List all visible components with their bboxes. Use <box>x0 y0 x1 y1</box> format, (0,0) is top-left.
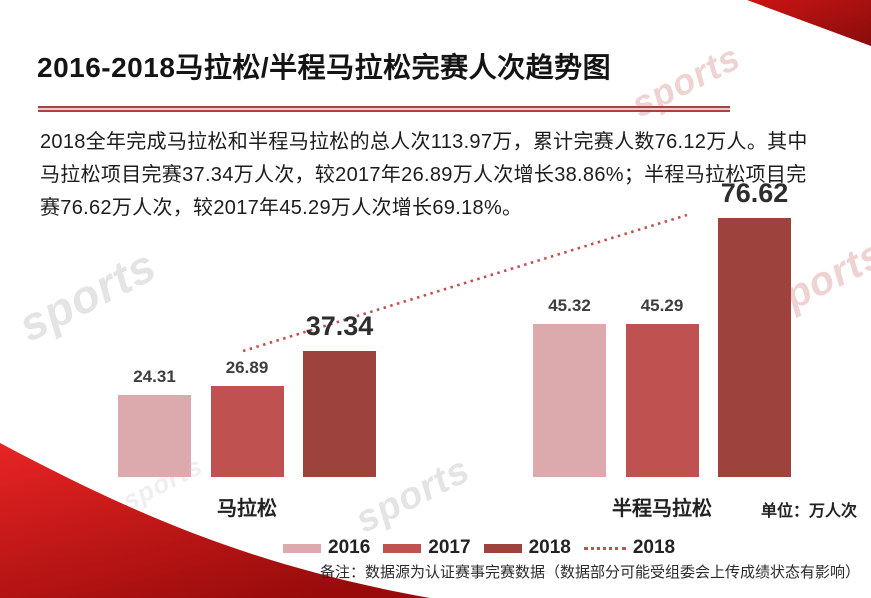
chart-legend: 2016 2017 2018 2018 <box>283 537 675 559</box>
title-divider <box>38 106 730 112</box>
legend-item-2018: 2018 <box>483 537 571 559</box>
bar-value-label: 45.32 <box>548 296 591 315</box>
bar-马拉松-2016 <box>118 395 191 477</box>
summary-line: 赛76.62万人次，较2017年45.29万人次增长69.18%。 <box>40 197 523 219</box>
summary-line: 2018全年完成马拉松和半程马拉松的总人次113.97万，累计完赛人数76.12… <box>40 131 808 153</box>
bar-半程马拉松-2016 <box>533 324 606 477</box>
bar-马拉松-2017 <box>210 386 284 477</box>
legend-swatch-2018 <box>483 543 522 553</box>
footnote: 备注：数据源为认证赛事完赛数据（数据部分可能受组委会上传成绩状态有影响） <box>320 564 861 581</box>
legend-label: 2018 <box>632 537 676 558</box>
legend-swatch-2016 <box>283 543 321 553</box>
page-title: 2016-2018马拉松/半程马拉松完赛人次趋势图 <box>37 52 612 83</box>
bar-value-label: 24.31 <box>133 367 176 386</box>
bar-半程马拉松-2017 <box>625 324 699 477</box>
legend-item-2016: 2016 <box>283 537 370 559</box>
category-label-马拉松: 马拉松 <box>217 498 277 520</box>
summary-line: 马拉松项目完赛37.34万人次，较2017年26.89万人次增长38.86%；半… <box>40 164 807 186</box>
legend-label: 2018 <box>528 537 571 558</box>
bar-马拉松-2018 <box>303 351 376 477</box>
legend-label: 2016 <box>328 537 371 558</box>
legend-item-2017: 2017 <box>383 537 471 559</box>
bar-value-label: 37.34 <box>305 311 374 341</box>
category-label-半程马拉松: 半程马拉松 <box>612 498 712 520</box>
bar-value-label: 45.29 <box>640 296 684 315</box>
bar-半程马拉松-2018 <box>718 218 791 477</box>
legend-item-trend-2018: 2018 <box>583 537 676 559</box>
legend-label: 2017 <box>428 537 471 558</box>
summary-text: 2018全年完成马拉松和半程马拉松的总人次113.97万，累计完赛人数76.12… <box>40 126 808 225</box>
legend-dotted-line <box>583 546 626 550</box>
bar-value-label: 26.89 <box>225 358 269 377</box>
bar-value-label: 76.62 <box>720 178 789 208</box>
legend-swatch-2017 <box>383 543 422 553</box>
unit-label: 单位：万人次 <box>760 503 857 520</box>
